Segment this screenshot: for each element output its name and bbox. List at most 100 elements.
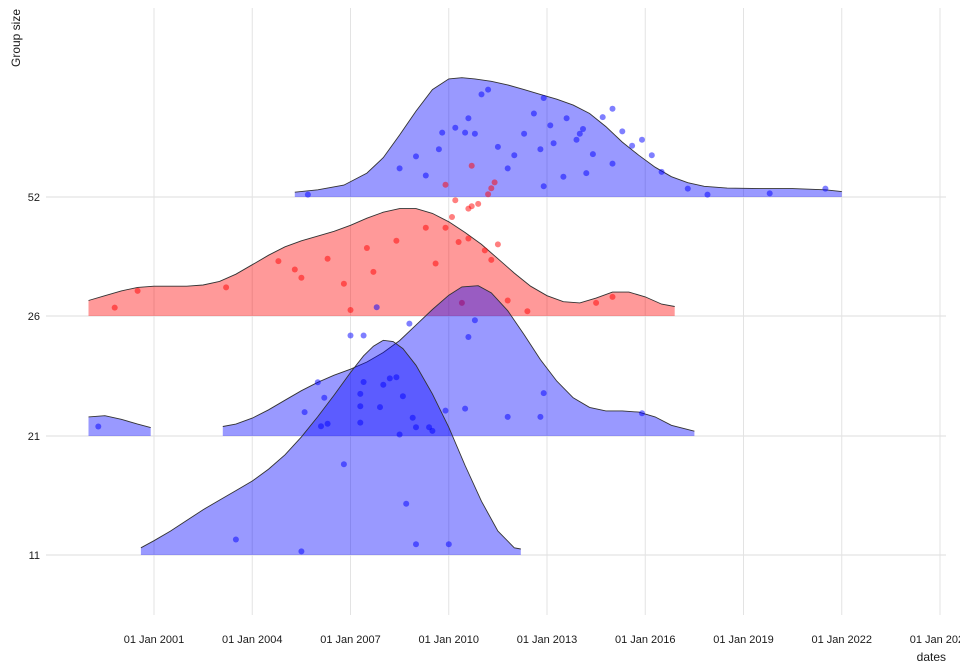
- data-point: [504, 165, 511, 172]
- data-point: [324, 255, 331, 262]
- data-point: [465, 334, 472, 340]
- data-point: [422, 224, 429, 231]
- data-point: [442, 181, 449, 188]
- data-point: [639, 136, 645, 143]
- data-point: [357, 419, 364, 426]
- ridge-series-11: [140, 320, 521, 555]
- data-point: [704, 191, 711, 198]
- data-point: [537, 413, 544, 420]
- data-point: [396, 431, 403, 438]
- data-point: [347, 307, 354, 313]
- data-point: [111, 304, 118, 311]
- data-point: [504, 297, 511, 304]
- data-point: [298, 274, 305, 281]
- data-point: [340, 280, 347, 287]
- data-point: [599, 114, 606, 121]
- data-point: [639, 410, 645, 417]
- data-point: [377, 404, 383, 411]
- data-point: [465, 115, 472, 122]
- data-point: [340, 461, 347, 468]
- data-point: [471, 130, 478, 137]
- ridge-series-52: [294, 77, 842, 198]
- data-point: [593, 299, 600, 306]
- data-point: [766, 190, 773, 197]
- data-point: [399, 393, 406, 400]
- ridge-area: [294, 77, 842, 197]
- data-point: [357, 390, 364, 397]
- data-point: [380, 381, 387, 388]
- data-point: [134, 287, 141, 294]
- data-point: [609, 293, 616, 300]
- ridge-outline: [88, 208, 675, 307]
- data-point: [589, 151, 596, 158]
- data-point: [485, 191, 492, 198]
- ridge-outline: [140, 339, 521, 550]
- data-point: [609, 160, 616, 167]
- data-point: [396, 165, 403, 172]
- data-point: [580, 126, 586, 132]
- data-point: [576, 130, 583, 137]
- data-point: [452, 197, 459, 204]
- data-point: [360, 379, 367, 385]
- ridge-area: [140, 340, 521, 555]
- data-point: [481, 247, 488, 254]
- data-point: [537, 146, 544, 153]
- data-point: [413, 424, 419, 431]
- x-tick-label: 01 Jan 2004: [222, 634, 283, 646]
- data-point: [465, 235, 472, 242]
- data-point: [347, 332, 354, 339]
- data-point: [360, 332, 367, 339]
- data-point: [291, 266, 298, 273]
- data-point: [560, 173, 567, 180]
- data-point: [95, 423, 102, 430]
- data-point: [432, 260, 439, 267]
- x-tick-label: 01 Jan 2016: [615, 634, 676, 646]
- y-tick-label: 11: [29, 550, 40, 562]
- data-point: [475, 200, 482, 207]
- data-point: [393, 374, 400, 381]
- data-point: [684, 185, 691, 192]
- data-point: [619, 128, 626, 135]
- data-point: [494, 241, 501, 248]
- y-axis-title: Group size: [9, 9, 23, 67]
- y-tick-label: 52: [28, 192, 40, 204]
- data-point: [540, 183, 547, 190]
- data-point: [304, 191, 311, 198]
- data-point: [521, 130, 528, 137]
- data-point: [524, 308, 531, 315]
- data-point: [422, 172, 429, 179]
- ridge-outline: [294, 77, 842, 193]
- data-point: [822, 185, 829, 192]
- data-point: [449, 214, 455, 220]
- tick-labels-layer: 01 Jan 2001 01 Jan 2004 01 Jan 2007 01 Jan …: [28, 192, 960, 646]
- data-point: [413, 153, 419, 160]
- ridge-outline: [88, 415, 151, 429]
- x-tick-label: 01 Jan 2025: [910, 634, 960, 646]
- data-point: [629, 142, 636, 149]
- data-point: [413, 541, 419, 548]
- data-point: [406, 320, 413, 327]
- data-point: [439, 129, 446, 136]
- ridge-area: [88, 208, 675, 316]
- data-point: [468, 203, 475, 210]
- data-point: [573, 136, 580, 143]
- data-point: [583, 170, 590, 177]
- data-point: [393, 237, 400, 244]
- x-tick-label: 01 Jan 2001: [124, 634, 185, 646]
- data-point: [547, 122, 554, 129]
- data-point: [403, 500, 410, 507]
- data-point: [563, 115, 570, 122]
- data-point: [373, 304, 380, 311]
- data-point: [455, 239, 462, 245]
- data-point: [478, 91, 485, 98]
- data-point: [488, 185, 495, 192]
- data-point: [386, 375, 393, 382]
- ridge-area: [222, 285, 695, 436]
- data-point: [540, 390, 547, 397]
- data-point: [494, 143, 501, 150]
- data-point: [321, 394, 328, 401]
- ridges-layer: [88, 77, 842, 555]
- ridge-series-21: [88, 285, 695, 436]
- data-point: [471, 317, 478, 324]
